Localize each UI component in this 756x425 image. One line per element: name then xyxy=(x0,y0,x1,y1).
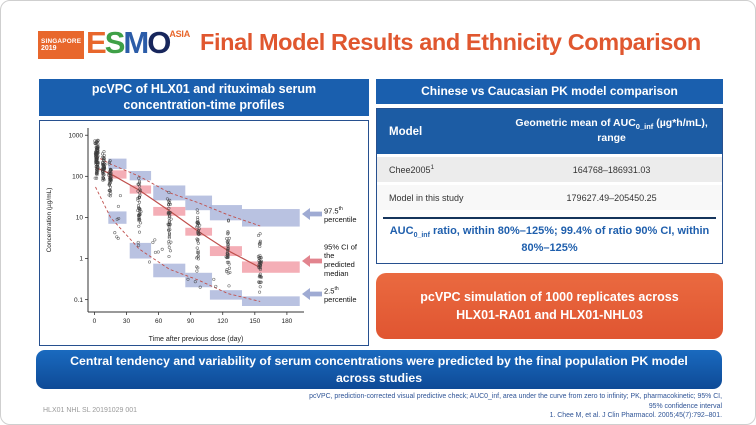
logo-venue-box: SINGAPORE 2019 xyxy=(38,31,84,59)
svg-text:Concentration (µg/mL): Concentration (µg/mL) xyxy=(46,188,53,253)
svg-text:1: 1 xyxy=(79,256,83,263)
svg-text:0: 0 xyxy=(93,318,97,325)
conclusion-banner: Central tendency and variability of seru… xyxy=(36,350,722,390)
logo-asia-suffix: ASIA xyxy=(169,29,191,39)
logo-year: 2019 xyxy=(41,45,57,52)
table-divider xyxy=(383,217,716,219)
svg-text:30: 30 xyxy=(123,318,131,325)
table-header-row: Model Geometric mean of AUC0_inf (µg*h/m… xyxy=(377,109,722,154)
right-panel-header: Chinese vs Caucasian PK model comparison xyxy=(376,79,723,104)
slide-header: SINGAPORE 2019 ESMO ASIA Final Model Res… xyxy=(38,27,743,59)
svg-text:Time after previous dose (day): Time after previous dose (day) xyxy=(149,336,244,343)
left-arrow-icon xyxy=(302,255,322,268)
logo-venue: SINGAPORE xyxy=(41,38,82,45)
annotation-label: 97.5th percentile xyxy=(324,206,357,225)
esmo-letter: E xyxy=(86,25,107,60)
model-cell: Chee20051 xyxy=(389,164,435,175)
esmo-letter: S xyxy=(104,25,126,60)
annotation-label: 95% CI of the predicted median xyxy=(324,242,357,279)
table-header-value: Geometric mean of AUC0_inf (µg*h/mL), ra… xyxy=(515,117,708,145)
abbreviations-line-1: pcVPC, prediction-corrected visual predi… xyxy=(309,393,722,400)
svg-text:150: 150 xyxy=(249,318,260,325)
svg-text:1000: 1000 xyxy=(69,132,84,139)
svg-text:90: 90 xyxy=(187,318,195,325)
annotation-97-5th-percentile: 97.5th percentile xyxy=(302,206,366,225)
abbreviations-line-2: 95% confidence interval xyxy=(648,402,722,410)
left-arrow-icon xyxy=(302,208,322,220)
footnotes: pcVPC, prediction-corrected visual predi… xyxy=(202,392,722,421)
value-cell: 164768–186931.03 xyxy=(572,164,651,175)
left-panel: pcVPC of HLX01 and rituximab serum conce… xyxy=(39,79,369,346)
table-header-model: Model xyxy=(389,125,423,138)
svg-text:0.1: 0.1 xyxy=(74,297,83,304)
annotation-label: 2.5th percentile xyxy=(324,286,357,305)
pk-comparison-table: Model Geometric mean of AUC0_inf (µg*h/m… xyxy=(376,108,723,265)
left-arrow-icon xyxy=(302,288,322,300)
left-panel-header: pcVPC of HLX01 and rituximab serum conce… xyxy=(39,79,369,116)
svg-text:120: 120 xyxy=(217,318,228,325)
esmo-wordmark: ESMO xyxy=(86,25,171,60)
esmo-asia-logo: SINGAPORE 2019 ESMO ASIA xyxy=(38,27,190,59)
svg-text:10: 10 xyxy=(76,215,84,222)
slide-code: HLX01 NHL SL 20191029 001 xyxy=(43,407,138,414)
svg-text:180: 180 xyxy=(281,318,292,325)
esmo-letter: O xyxy=(147,25,171,60)
table-row: Chee20051 164768–186931.03 xyxy=(377,157,722,182)
svg-text:100: 100 xyxy=(72,174,83,181)
page-title: Final Model Results and Ethnicity Compar… xyxy=(200,29,701,55)
annotation-95-ci-median: 95% CI of the predicted median xyxy=(302,243,366,279)
esmo-letter: M xyxy=(123,25,149,60)
table-row: Model in this study 179627.49–205450.25 xyxy=(377,185,722,210)
pcvpc-chart: 0.1 1 10 100 1000 0 30 60 90 120 150 180 Time after … xyxy=(46,128,304,343)
svg-text:60: 60 xyxy=(155,318,163,325)
model-cell: Model in this study xyxy=(389,193,464,203)
pcvpc-simulation-callout: pcVPC simulation of 1000 replicates acro… xyxy=(376,273,723,340)
annotation-2-5th-percentile: 2.5th percentile xyxy=(302,286,366,305)
pcvpc-chart-box: 0.1 1 10 100 1000 0 30 60 90 120 150 180 Time after … xyxy=(39,120,369,346)
auc-ratio-note: AUC0_inf ratio, within 80%–125%; 99.4% o… xyxy=(389,225,710,254)
reference: 1. Chee M, et al. J Clin Pharmacol. 2005… xyxy=(549,412,722,420)
right-panel: Chinese vs Caucasian PK model comparison… xyxy=(376,79,723,340)
value-cell: 179627.49–205450.25 xyxy=(566,192,657,203)
